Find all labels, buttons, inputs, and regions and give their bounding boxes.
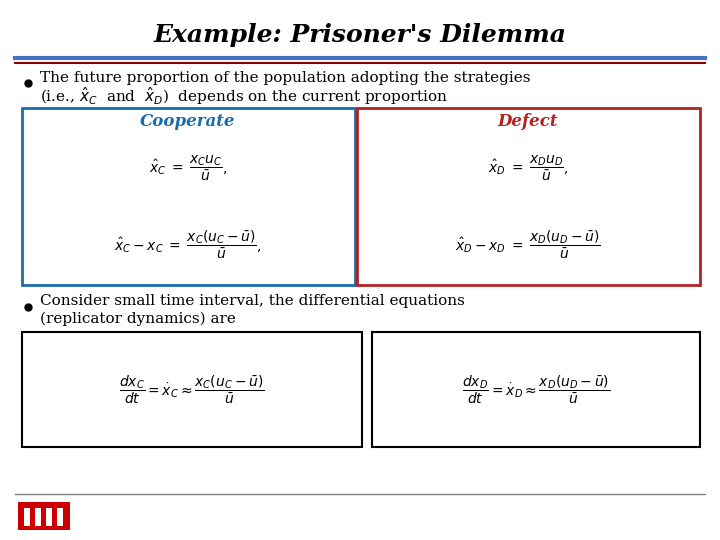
Text: $\hat{x}_D \;=\; \dfrac{x_D u_D}{\bar{u}},$: $\hat{x}_D \;=\; \dfrac{x_D u_D}{\bar{u}…	[487, 153, 568, 183]
Text: Consider small time interval, the differential equations: Consider small time interval, the differ…	[40, 294, 465, 308]
Text: Defect: Defect	[498, 113, 558, 131]
Text: (i.e., $\hat{x}_C$  and  $\hat{x}_D$)  depends on the current proportion: (i.e., $\hat{x}_C$ and $\hat{x}_D$) depe…	[40, 85, 449, 107]
Text: $\hat{x}_C \;=\; \dfrac{x_C u_C}{\bar{u}},$: $\hat{x}_C \;=\; \dfrac{x_C u_C}{\bar{u}…	[149, 153, 228, 183]
Text: $\hat{x}_D - x_D \;=\; \dfrac{x_D\left(u_D - \bar{u}\right)}{\bar{u}}$: $\hat{x}_D - x_D \;=\; \dfrac{x_D\left(u…	[455, 229, 600, 261]
Text: (replicator dynamics) are: (replicator dynamics) are	[40, 312, 236, 326]
Text: $\hat{x}_C - x_C \;=\; \dfrac{x_C\left(u_C - \bar{u}\right)}{\bar{u}},$: $\hat{x}_C - x_C \;=\; \dfrac{x_C\left(u…	[114, 229, 262, 261]
Text: The future proportion of the population adopting the strategies: The future proportion of the population …	[40, 71, 531, 85]
Text: Cooperate: Cooperate	[140, 113, 235, 131]
Text: Example: Prisoner's Dilemma: Example: Prisoner's Dilemma	[153, 23, 567, 47]
Text: $\dfrac{dx_D}{dt} = \dot{x}_D \approx \dfrac{x_D\left(u_D - \bar{u}\right)}{\bar: $\dfrac{dx_D}{dt} = \dot{x}_D \approx \d…	[462, 374, 610, 407]
Text: $\dfrac{dx_C}{dt} = \dot{x}_C \approx \dfrac{x_C\left(u_C - \bar{u}\right)}{\bar: $\dfrac{dx_C}{dt} = \dot{x}_C \approx \d…	[120, 374, 265, 407]
